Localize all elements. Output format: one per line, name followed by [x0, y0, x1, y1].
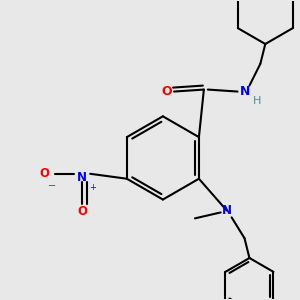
- Text: N: N: [77, 171, 87, 184]
- Text: O: O: [40, 167, 50, 180]
- Text: O: O: [161, 85, 172, 98]
- Text: +: +: [89, 183, 96, 192]
- Text: N: N: [222, 204, 232, 217]
- Text: H: H: [253, 97, 262, 106]
- Text: O: O: [77, 205, 87, 218]
- Text: −: −: [49, 181, 57, 191]
- Text: N: N: [240, 85, 251, 98]
